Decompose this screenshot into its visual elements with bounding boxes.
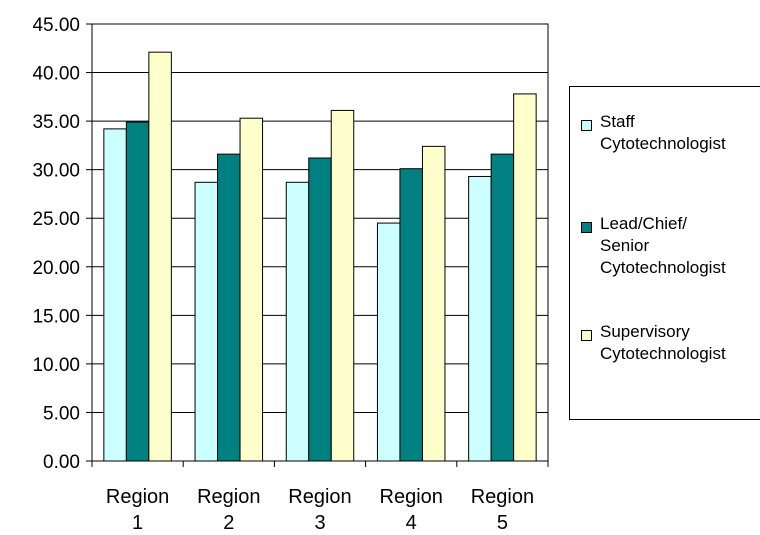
bar-series-0-cat-2 [285,181,310,462]
y-tick-label: 5.00 [43,403,80,424]
x-tick-label: Region 3 [288,486,351,534]
bar-series-1-cat-3 [399,168,423,462]
bar-series-0-cat-4 [468,175,492,462]
bar-series-2-cat-3 [421,145,446,462]
bar-series-1-cat-1 [217,153,241,462]
y-tick-label: 35.00 [32,112,80,133]
bar-series-1-cat-4 [490,153,515,462]
bar-series-2-cat-1 [239,117,264,462]
y-tick-label: 45.00 [32,15,80,36]
legend-label-supervisory: Supervisory Cytotechnologist [600,322,726,363]
legend-swatch-supervisory [581,330,592,341]
x-tick-labels: Region 1 Region 2 Region 3 Region 4 Region 5 [106,486,534,534]
y-tick-label: 10.00 [32,355,80,376]
y-tick-label: 40.00 [32,64,80,85]
y-tick-labels: 0.00 5.00 10.00 15.00 20.00 25.00 30.00 35.00 40… [32,15,80,473]
x-tick-label: Region 4 [380,486,443,534]
legend-swatch-staff [581,120,592,131]
legend-label-lead: Lead/Chief/ Senior Cytotechnologist [600,214,726,277]
y-tick-label: 25.00 [32,209,80,230]
bars [103,51,537,462]
bar-series-0-cat-3 [376,222,401,462]
y-tick-label: 20.00 [32,258,80,279]
bar-series-1-cat-0 [125,121,150,462]
legend-swatch-lead [581,222,592,233]
bar-series-1-cat-2 [308,157,332,462]
x-tick-label: Region 2 [197,486,260,534]
bar-series-2-cat-4 [513,93,537,462]
bar-series-0-cat-0 [103,128,127,462]
bar-series-2-cat-2 [330,109,355,462]
y-tick-label: 0.00 [43,452,80,473]
bar-series-0-cat-1 [194,181,219,462]
x-tick-label: Region 1 [106,486,169,534]
y-tick-label: 30.00 [32,161,80,182]
axes [86,23,549,467]
x-tick-label: Region 5 [471,486,534,534]
bar-series-2-cat-0 [148,51,172,462]
legend: Staff Cytotechnologist Lead/Chief/ Senio… [569,86,760,420]
legend-label-staff: Staff Cytotechnologist [600,112,726,153]
y-tick-label: 15.00 [32,306,80,327]
